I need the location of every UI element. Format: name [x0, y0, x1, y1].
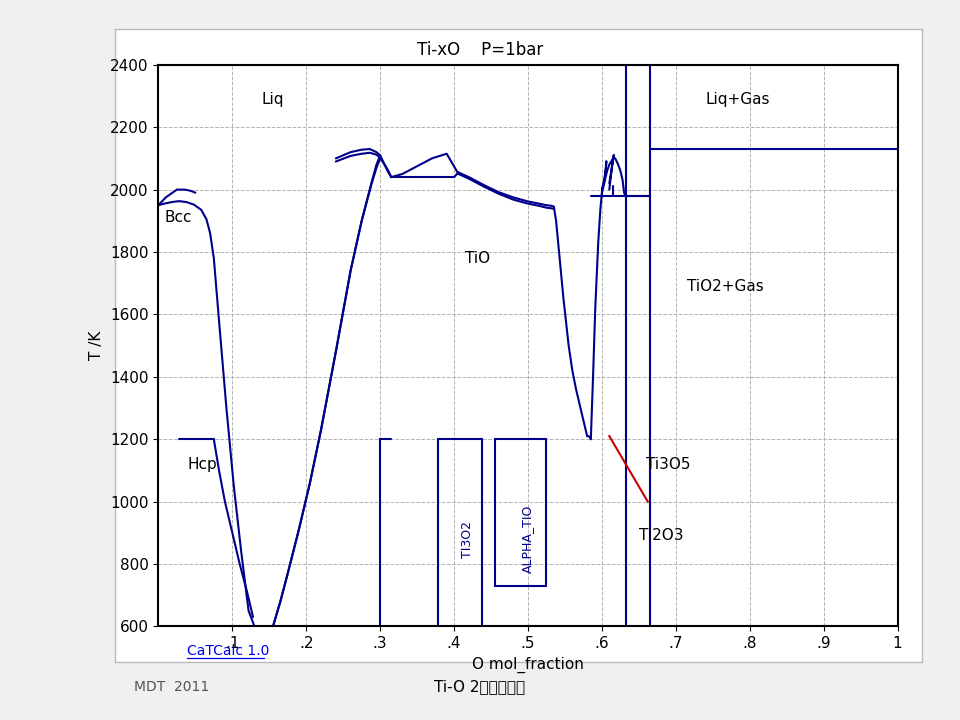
Text: MDT  2011: MDT 2011 [134, 680, 209, 694]
Y-axis label: T /K: T /K [89, 331, 105, 360]
Text: Ti2O3: Ti2O3 [639, 528, 684, 544]
Text: Bcc: Bcc [164, 210, 192, 225]
X-axis label: O mol_fraction: O mol_fraction [472, 657, 584, 673]
Text: Liq: Liq [262, 91, 284, 107]
Text: TiO: TiO [466, 251, 491, 266]
Text: TI3O2: TI3O2 [462, 521, 474, 557]
Text: Ti3O5: Ti3O5 [646, 456, 691, 472]
Text: Ti-xO    P=1bar: Ti-xO P=1bar [417, 41, 543, 59]
Text: CaTCalc 1.0: CaTCalc 1.0 [187, 644, 270, 658]
Text: Hcp: Hcp [188, 456, 218, 472]
Text: Ti-O 2元系状態図: Ti-O 2元系状態図 [435, 679, 525, 694]
Text: Liq+Gas: Liq+Gas [706, 91, 770, 107]
Text: TiO2+Gas: TiO2+Gas [687, 279, 763, 294]
Text: ALPHA_TIO: ALPHA_TIO [520, 505, 534, 573]
